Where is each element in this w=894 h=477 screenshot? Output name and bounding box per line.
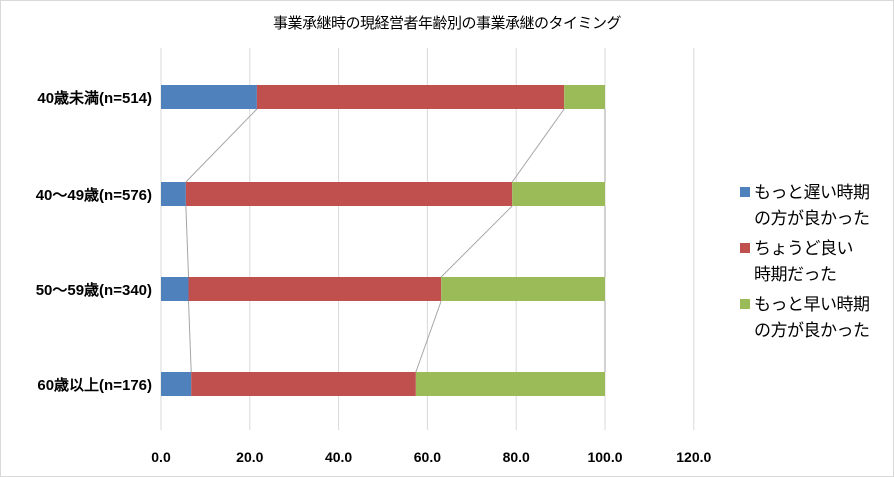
legend: もっと遅い時期 の方が良かった ちょうど良い 時期だった もっと早い時期 の方が良か… xyxy=(740,180,890,348)
bar-segment xyxy=(161,182,186,206)
series-line xyxy=(188,300,192,373)
bar-segment xyxy=(256,85,565,109)
tick-label: 20.0 xyxy=(236,449,264,465)
legend-label: ちょうど良い 時期だった xyxy=(754,239,854,285)
tick-label: 120.0 xyxy=(676,449,712,465)
legend-swatch-icon xyxy=(740,187,750,197)
legend-label: もっと遅い時期 の方が良かった xyxy=(754,183,870,229)
legend-swatch-icon xyxy=(740,299,750,309)
bar-segment xyxy=(415,372,605,396)
legend-label: もっと早い時期 の方が良かった xyxy=(754,295,870,341)
legend-item: もっと早い時期 の方が良かった xyxy=(740,292,890,344)
tick-label: 40.0 xyxy=(324,449,353,465)
bar-segment xyxy=(161,372,192,396)
tick-label: 100.0 xyxy=(587,449,623,465)
legend-swatch-icon xyxy=(740,243,750,253)
bar-segment xyxy=(185,182,513,206)
chart-title: 事業承継時の現経営者年齢別の事業承継のタイミング xyxy=(272,14,622,32)
category-label: 40～49歳(n=576) xyxy=(35,187,152,204)
legend-item: もっと遅い時期 の方が良かった xyxy=(740,180,890,232)
series-line xyxy=(511,108,565,183)
bar-segment xyxy=(191,372,416,396)
tick-label: 0.0 xyxy=(151,449,171,465)
legend-item: ちょうど良い 時期だった xyxy=(740,236,890,288)
bar-segment xyxy=(161,277,189,301)
tick-label: 60.0 xyxy=(413,449,442,465)
category-label: 40歳未満(n=514) xyxy=(37,90,152,107)
series-line xyxy=(440,205,513,278)
bar-segment xyxy=(512,182,605,206)
category-label: 60歳以上(n=176) xyxy=(37,377,152,394)
bar-segment xyxy=(188,277,442,301)
series-line xyxy=(415,300,442,373)
bar-segment xyxy=(564,85,605,109)
series-line xyxy=(185,108,258,183)
category-label: 50～59歳(n=340) xyxy=(35,282,152,299)
bar-segment xyxy=(441,277,605,301)
tick-label: 80.0 xyxy=(502,449,530,465)
bar-segment xyxy=(161,85,257,109)
series-line xyxy=(185,205,190,278)
